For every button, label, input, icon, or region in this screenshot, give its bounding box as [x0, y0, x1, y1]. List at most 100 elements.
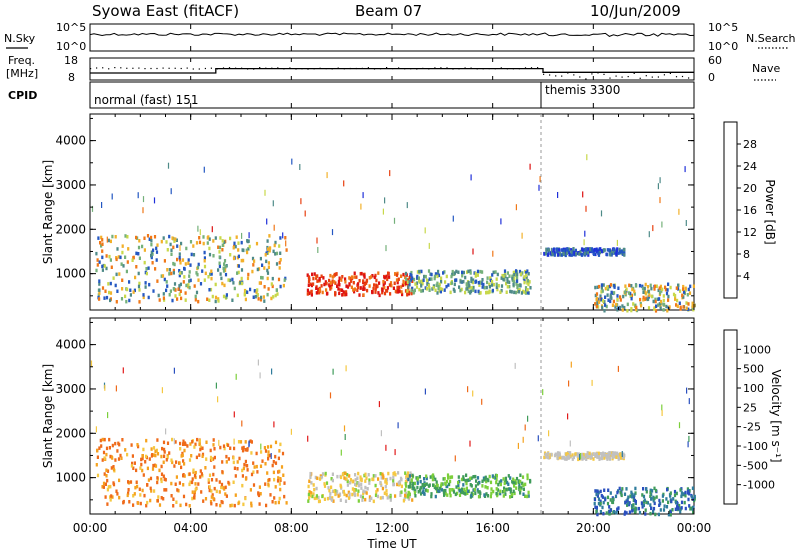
heatmap-cell [470, 491, 473, 496]
heatmap-cell [631, 492, 634, 496]
heatmap-cell [595, 492, 598, 497]
heatmap-cell [597, 501, 600, 506]
heatmap-cell [237, 254, 240, 259]
heatmap-cell [625, 487, 628, 491]
heatmap-cell [104, 495, 107, 499]
heatmap-cell [109, 498, 112, 502]
heatmap-cell [495, 480, 498, 485]
heatmap-cell [171, 460, 174, 465]
heatmap-cell [653, 287, 656, 291]
heatmap-cell [404, 482, 407, 486]
heatmap-cell [491, 288, 494, 293]
heatmap-cell [420, 279, 423, 284]
heatmap-cell [332, 499, 335, 503]
heatmap-cell [259, 256, 262, 261]
heatmap-cell [618, 453, 622, 457]
heatmap-cell [598, 284, 601, 289]
heatmap-cell [423, 274, 426, 279]
heatmap-cell [587, 455, 590, 459]
heatmap-cell [603, 488, 606, 492]
heatmap-cell [312, 276, 315, 281]
heatmap-cell [105, 266, 108, 271]
heatmap-cell [271, 463, 274, 468]
heatmap-cell [328, 283, 331, 287]
heatmap-cell [357, 489, 360, 493]
heatmap-cell [659, 304, 662, 308]
heatmap-cell [618, 305, 622, 310]
heatmap-cell [428, 277, 431, 281]
heatmap-cell [645, 500, 648, 505]
heatmap-cell [114, 441, 117, 446]
heatmap-cell [652, 225, 654, 232]
heatmap-cell [606, 293, 609, 297]
heatmap-cell [188, 504, 191, 508]
heatmap-cell [600, 290, 603, 294]
heatmap-cell [513, 484, 516, 488]
heatmap-cell [190, 454, 193, 458]
heatmap-cell [255, 451, 258, 456]
heatmap-cell [689, 284, 692, 289]
y-tick-label: 1000 [55, 267, 86, 281]
heatmap-cell [266, 276, 269, 281]
heatmap-cell [156, 480, 159, 485]
heatmap-cell [609, 491, 612, 495]
power-colorbar-label: Power [dB] [763, 179, 777, 244]
heatmap-cell [647, 295, 650, 299]
heatmap-cell [234, 244, 237, 249]
heatmap-cell [151, 261, 154, 265]
heatmap-cell [602, 299, 605, 303]
heatmap-cell [150, 239, 153, 243]
heatmap-cell [502, 477, 505, 481]
heatmap-cell [677, 287, 680, 291]
time-axis: 00:00 04:00 08:00 12:00 16:00 20:00 00:00 [73, 24, 711, 535]
heatmap-cell [144, 460, 147, 464]
heatmap-cell [548, 248, 551, 252]
heatmap-cell [156, 243, 159, 247]
heatmap-cell [225, 454, 228, 459]
heatmap-cell [334, 492, 337, 497]
heatmap-cell [675, 500, 678, 505]
heatmap-cell [393, 281, 396, 285]
heatmap-cell [601, 305, 604, 310]
heatmap-cell [222, 486, 225, 490]
heatmap-cell [688, 492, 691, 496]
heatmap-cell [607, 452, 610, 457]
heatmap-cell [283, 278, 286, 282]
heatmap-cell [137, 284, 141, 289]
heatmap-cell [658, 498, 661, 503]
heatmap-cell [578, 252, 581, 256]
heatmap-cell [278, 482, 281, 486]
heatmap-cell [138, 288, 141, 292]
heatmap-cell [400, 290, 403, 294]
heatmap-cell [205, 440, 208, 444]
heatmap-cell [244, 297, 247, 302]
heatmap-cell [210, 457, 214, 462]
heatmap-cell [154, 464, 158, 468]
nave-dot [132, 67, 134, 69]
heatmap-cell [599, 510, 602, 514]
heatmap-cell [503, 481, 506, 486]
heatmap-cell [454, 455, 456, 462]
heatmap-cell [491, 279, 494, 284]
heatmap-cell [259, 492, 262, 496]
heatmap-cell [219, 272, 222, 276]
heatmap-cell [388, 283, 391, 287]
heatmap-cell [609, 253, 612, 257]
heatmap-cell [571, 453, 574, 457]
heatmap-cell [641, 284, 644, 289]
nave-dot [386, 67, 388, 69]
heatmap-cell [629, 494, 632, 498]
heatmap-cell [523, 290, 526, 294]
heatmap-cell [425, 278, 429, 282]
heatmap-cell [362, 293, 365, 297]
heatmap-cell [495, 477, 498, 482]
heatmap-cell [477, 490, 480, 494]
heatmap-cell [183, 448, 186, 453]
heatmap-cell [279, 487, 282, 492]
heatmap-cell [386, 277, 389, 282]
heatmap-cell [430, 277, 433, 281]
heatmap-cell [264, 189, 266, 196]
heatmap-cell [685, 220, 687, 226]
heatmap-cell [652, 509, 655, 514]
